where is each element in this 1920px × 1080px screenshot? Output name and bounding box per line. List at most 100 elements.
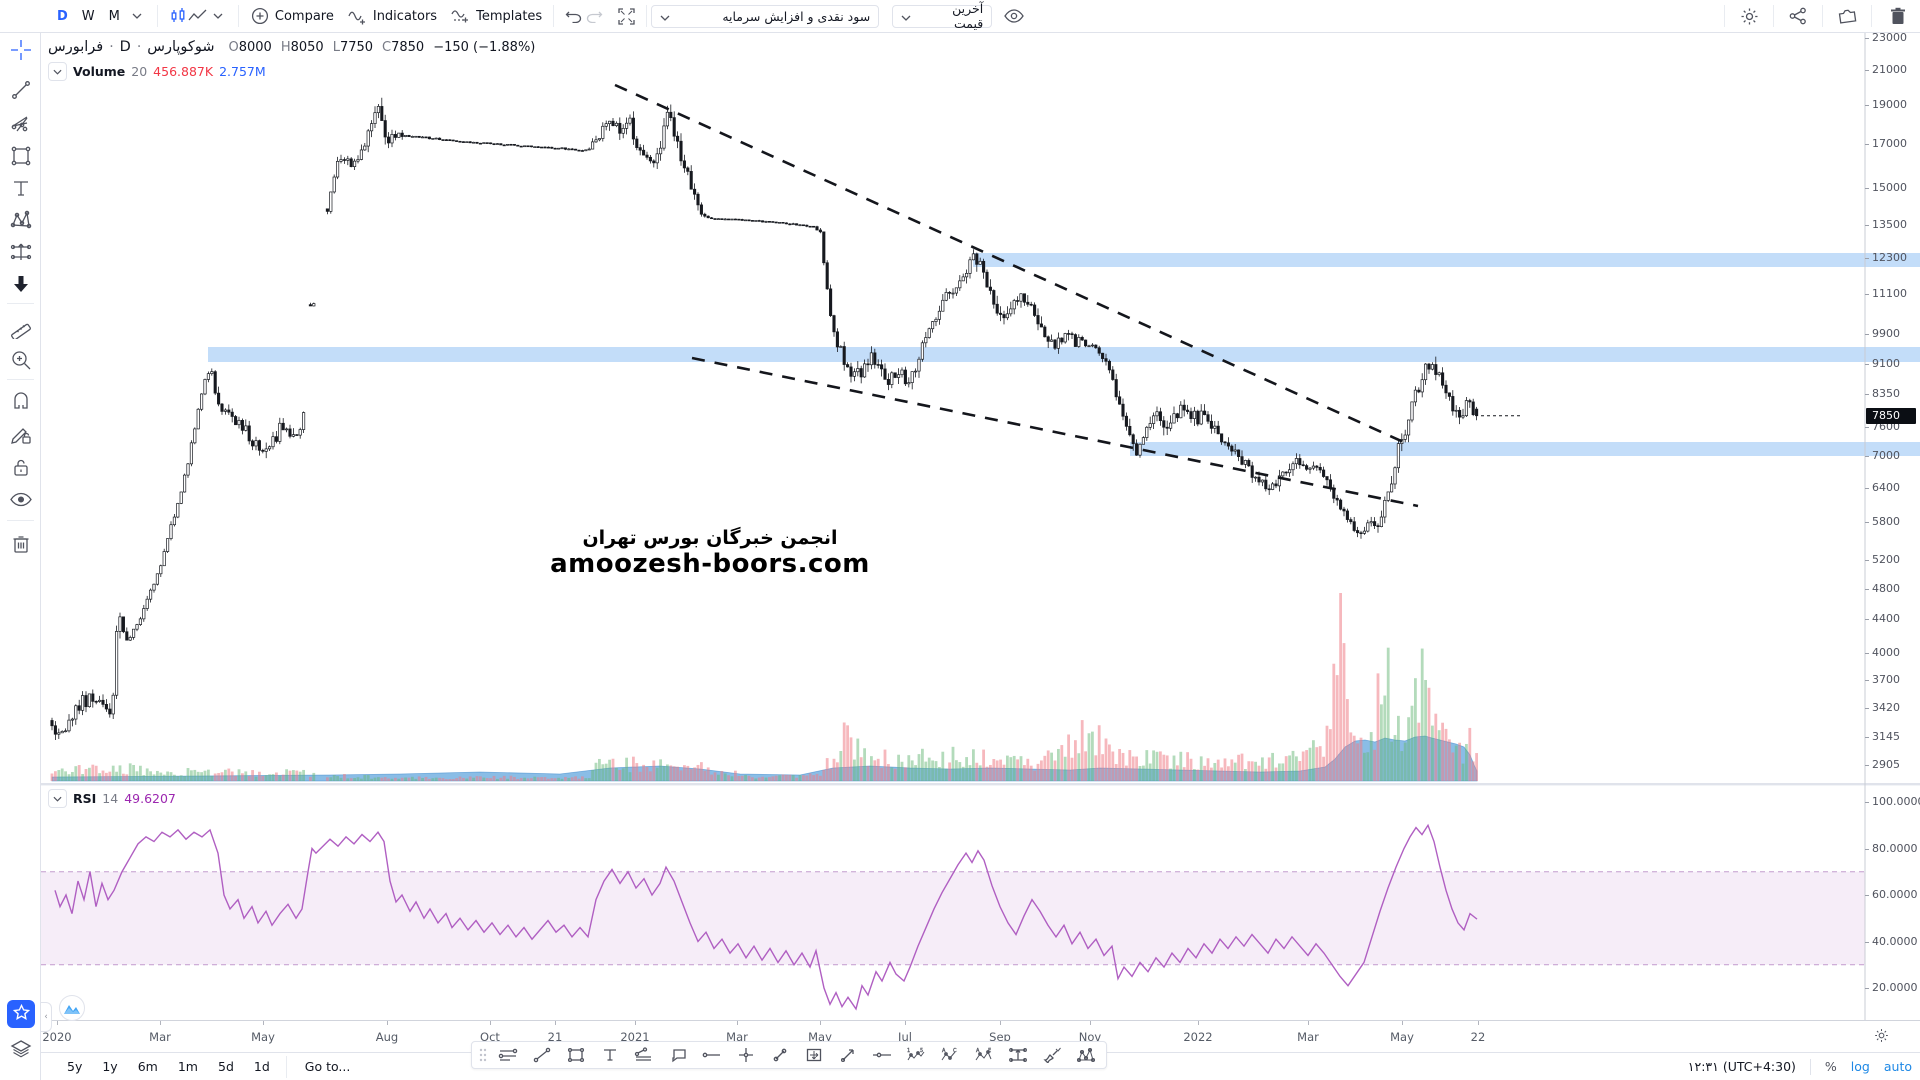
clock-timezone[interactable]: ۱۲:۳۱ (UTC+4:30) xyxy=(1687,1059,1796,1074)
goto-date-button[interactable]: Go to... xyxy=(304,1059,351,1074)
symbol-name: شوکوپارس xyxy=(147,39,215,55)
lock-all-drawings-tool[interactable] xyxy=(6,453,35,482)
rsi-legend[interactable]: RSI 14 49.6207 xyxy=(48,789,176,808)
time-axis-settings-icon[interactable] xyxy=(1874,1028,1889,1047)
trend-line-tool[interactable] xyxy=(526,1043,558,1067)
watermark: انجمن خبرگان بورس تهران amoozesh-boors.c… xyxy=(500,527,920,580)
time-tick-Sep[interactable]: Sep xyxy=(989,1030,1011,1044)
price-tick-13500: 13500 xyxy=(1872,218,1907,232)
volume-legend[interactable]: Volume 20 456.887K 2.757M xyxy=(48,62,266,81)
price-chart-canvas[interactable] xyxy=(41,33,1920,1020)
drawing-sync-tool[interactable] xyxy=(6,420,35,449)
time-tick-2021[interactable]: 2021 xyxy=(620,1030,650,1044)
time-tick-Oct[interactable]: Oct xyxy=(480,1030,500,1044)
brush-check-tool[interactable] xyxy=(1036,1043,1068,1067)
time-tick-Mar[interactable]: Mar xyxy=(149,1030,171,1044)
time-tick-May[interactable]: May xyxy=(808,1030,832,1044)
chevron-down-icon xyxy=(901,9,911,24)
compare-button[interactable]: Compare xyxy=(243,2,341,30)
pane-logo-button[interactable] xyxy=(59,995,85,1021)
favorites-star-button[interactable] xyxy=(7,1000,35,1028)
rsi-indicator-name: RSI xyxy=(73,791,97,806)
auto-scale-toggle[interactable]: auto xyxy=(1883,1059,1912,1074)
adjustments-select[interactable]: سود نقدی و افزایش سرمایه xyxy=(651,4,880,28)
timeframe-m-button[interactable]: M xyxy=(108,8,120,24)
time-tick-Mar[interactable]: Mar xyxy=(726,1030,748,1044)
symbol-legend[interactable]: فرابورس · D · شوکوپارس O8000 H8050 L7750… xyxy=(48,39,536,55)
arrow-down-marker-tool[interactable] xyxy=(6,269,35,298)
range-button-1y[interactable]: 1y xyxy=(102,1059,118,1074)
time-tick-Nov[interactable]: Nov xyxy=(1078,1030,1102,1044)
rectangle-tool[interactable] xyxy=(6,141,35,170)
style-menu-chevron-icon[interactable] xyxy=(208,6,228,26)
log-scale-toggle[interactable]: log xyxy=(1850,1059,1870,1074)
date-price-range-tool[interactable] xyxy=(798,1043,830,1067)
fullscreen-icon[interactable] xyxy=(616,6,636,26)
snapshot-camera-icon[interactable] xyxy=(1837,6,1857,26)
forecast-tool[interactable] xyxy=(6,237,35,266)
line-style-icon[interactable] xyxy=(188,6,208,26)
trend-line-tool[interactable] xyxy=(6,75,35,104)
flat-channel-tool[interactable] xyxy=(628,1043,660,1067)
gann-fan-tool[interactable] xyxy=(6,108,35,137)
diagonal-dots-tool[interactable] xyxy=(764,1043,796,1067)
range-button-1m[interactable]: 1m xyxy=(177,1059,198,1074)
rectangle-tool[interactable] xyxy=(560,1043,592,1067)
time-tick-2020[interactable]: 2020 xyxy=(42,1030,72,1044)
horizontal-ray-tool[interactable] xyxy=(696,1043,728,1067)
magnet-tool[interactable] xyxy=(6,388,35,417)
time-tick-Jul[interactable]: Jul xyxy=(898,1030,912,1044)
timeframe-w-button[interactable]: W xyxy=(81,8,95,24)
trendline-lower-descending xyxy=(691,356,1419,508)
timeframe-menu-chevron-icon[interactable] xyxy=(127,6,147,26)
time-tick-May[interactable]: May xyxy=(1390,1030,1414,1044)
undo-icon[interactable] xyxy=(564,6,584,26)
parallel-lines-tool[interactable] xyxy=(492,1043,524,1067)
horizontal-line-tool[interactable] xyxy=(866,1043,898,1067)
hide-all-drawings-tool[interactable] xyxy=(6,485,35,514)
price-tick-3700: 3700 xyxy=(1872,673,1900,687)
xabcd-pattern-tool[interactable] xyxy=(1070,1043,1102,1067)
range-button-1d[interactable]: 1d xyxy=(253,1059,270,1074)
time-tick-Aug[interactable]: Aug xyxy=(375,1030,399,1044)
time-tick-2022[interactable]: 2022 xyxy=(1183,1030,1213,1044)
object-tree-layers-icon[interactable] xyxy=(6,1035,35,1064)
time-tick-22[interactable]: 22 xyxy=(1470,1030,1486,1044)
callout-tool[interactable] xyxy=(662,1043,694,1067)
time-tick-21[interactable]: 21 xyxy=(547,1030,563,1044)
vertical-span-tool[interactable] xyxy=(1002,1043,1034,1067)
rsi-collapse-chevron-icon[interactable] xyxy=(48,789,67,808)
remove-all-drawings-tool[interactable] xyxy=(6,529,35,558)
zoom-in-tool[interactable] xyxy=(6,345,35,374)
settings-gear-icon[interactable] xyxy=(1739,6,1759,26)
range-button-5y[interactable]: 5y xyxy=(67,1059,83,1074)
timeframe-d-button[interactable]: D xyxy=(57,8,68,24)
text-tool[interactable] xyxy=(6,173,35,202)
cross-line-tool[interactable] xyxy=(730,1043,762,1067)
range-button-5d[interactable]: 5d xyxy=(218,1059,234,1074)
candlestick-style-icon[interactable] xyxy=(168,6,188,26)
templates-button[interactable]: Templates xyxy=(444,2,549,30)
volume-collapse-chevron-icon[interactable] xyxy=(48,62,67,81)
sidebar-collapse-handle[interactable]: ‹ xyxy=(41,1002,52,1032)
price-source-select[interactable]: آخرین قیمت xyxy=(892,1,993,31)
redo-icon[interactable] xyxy=(584,6,604,26)
visibility-eye-icon[interactable] xyxy=(1004,6,1024,26)
time-tick-Mar[interactable]: Mar xyxy=(1297,1030,1319,1044)
text-tool[interactable] xyxy=(594,1043,626,1067)
arrow-marker-tool[interactable] xyxy=(832,1043,864,1067)
indicators-button[interactable]: Indicators xyxy=(341,2,444,30)
xabcd-pattern-tool[interactable] xyxy=(6,205,35,234)
delete-trash-icon[interactable] xyxy=(1888,6,1908,26)
exchange-name: فرابورس xyxy=(48,39,104,55)
share-icon[interactable] xyxy=(1788,6,1808,26)
time-tick-May[interactable]: May xyxy=(251,1030,275,1044)
ruler-tool[interactable] xyxy=(6,313,35,342)
crosshair-tool[interactable] xyxy=(6,35,35,64)
percent-scale-toggle[interactable]: % xyxy=(1824,1059,1837,1074)
drag-handle[interactable] xyxy=(476,1043,490,1067)
range-button-6m[interactable]: 6m xyxy=(137,1059,158,1074)
